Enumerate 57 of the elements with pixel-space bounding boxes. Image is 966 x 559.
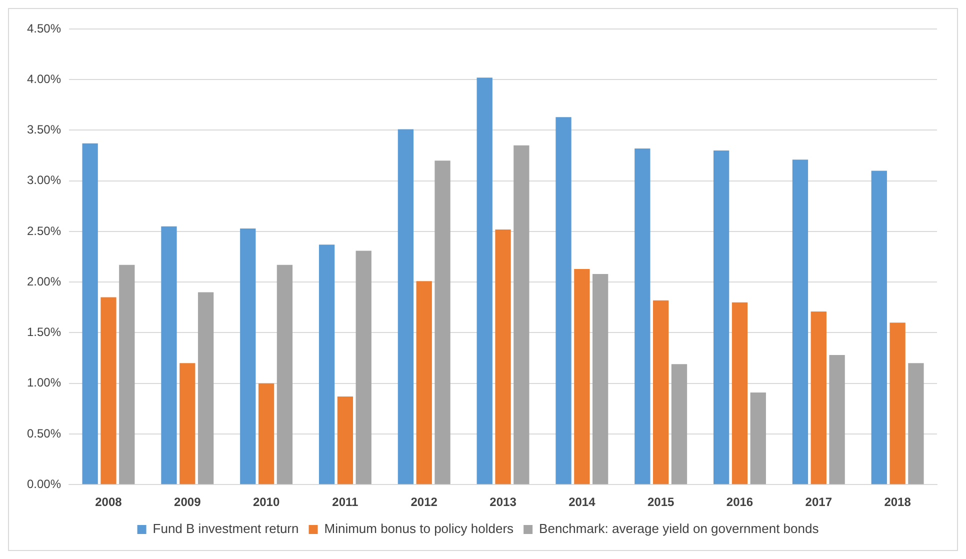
x-tick-label: 2008 (95, 495, 122, 510)
bar (556, 117, 572, 484)
bar (713, 150, 730, 484)
x-tick-label: 2011 (332, 495, 359, 510)
bar (416, 281, 432, 484)
bar (100, 297, 116, 484)
bar (653, 300, 669, 484)
y-tick-label: 1.50% (26, 325, 62, 340)
bar (258, 383, 274, 484)
bar (871, 170, 887, 484)
bar (356, 250, 372, 484)
bar (890, 322, 906, 484)
bar (161, 226, 177, 484)
legend-label: Fund B investment return (152, 521, 299, 536)
x-tick-label: 2009 (174, 495, 202, 510)
x-tick-label: 2015 (647, 495, 674, 510)
bar (634, 148, 650, 484)
legend-label: Benchmark: average yield on government bonds (539, 521, 820, 536)
y-tick-label: 4.50% (26, 21, 62, 36)
bar (829, 355, 845, 484)
x-tick-label: 2012 (410, 495, 438, 510)
bar (750, 392, 766, 484)
bar (240, 228, 256, 484)
y-tick-label: 1.00% (26, 376, 62, 390)
legend-label: Minimum bonus to policy holders (324, 521, 514, 536)
y-tick-label: 4.00% (26, 72, 62, 86)
y-tick-label: 0.00% (26, 476, 62, 491)
bar (810, 311, 826, 484)
bar (574, 268, 590, 484)
bar (198, 292, 214, 484)
bar (398, 129, 414, 484)
y-tick-label: 0.50% (26, 426, 62, 440)
bar (476, 78, 492, 484)
bar (792, 160, 808, 484)
bar (337, 396, 354, 484)
bar (119, 264, 135, 484)
bar (434, 160, 450, 484)
y-tick-label: 2.50% (26, 224, 62, 238)
bar (276, 264, 293, 484)
x-tick-label: 2014 (568, 495, 596, 510)
x-tick-label: 2013 (490, 495, 517, 510)
bar (671, 364, 688, 484)
bar (318, 244, 335, 484)
x-tick-label: 2017 (805, 495, 832, 510)
bar (732, 302, 748, 484)
bar (82, 143, 98, 484)
bar (180, 363, 196, 484)
x-tick-label: 2016 (726, 495, 754, 510)
bar (495, 229, 511, 484)
y-tick-label: 2.00% (26, 274, 62, 288)
x-tick-label: 2018 (884, 495, 912, 510)
bar (908, 363, 924, 484)
y-tick-label: 3.50% (26, 122, 62, 137)
bar (514, 145, 530, 484)
y-tick-label: 3.00% (26, 173, 62, 188)
bar (592, 274, 608, 484)
x-tick-label: 2010 (252, 495, 280, 510)
